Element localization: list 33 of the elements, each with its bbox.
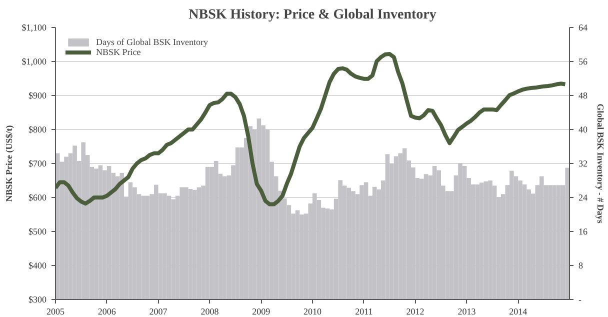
y2-axis-title: Global BSK Inventory - # Days [596, 104, 606, 224]
y-tick-label: $1,100 [22, 22, 47, 32]
x-tick-label: 2014 [509, 306, 528, 316]
y-tick-label: $500 [28, 226, 47, 236]
y2-tick-label: 48 [578, 90, 588, 100]
x-tick-label: 2011 [355, 306, 373, 316]
x-tick-label: 2005 [46, 306, 65, 316]
y2-tick-label: - [578, 294, 582, 304]
y-tick-label: $900 [28, 90, 47, 100]
x-tick-label: 2012 [406, 306, 424, 316]
x-tick-label: 2008 [200, 306, 220, 316]
y-tick-label: $700 [28, 158, 47, 168]
legend-label: Days of Global BSK Inventory [96, 37, 208, 47]
x-tick-label: 2009 [252, 306, 271, 316]
chart-title: NBSK History: Price & Global Inventory [188, 8, 436, 22]
y2-tick-label: 64 [578, 22, 588, 32]
y-axis-title: NBSK Price (US$/t) [4, 125, 14, 202]
y2-tick-label: 16 [578, 226, 588, 236]
y-tick-label: $300 [28, 294, 47, 304]
y-tick-label: $800 [28, 124, 47, 134]
x-tick-label: 2007 [149, 306, 168, 316]
x-tick-label: 2006 [98, 306, 116, 316]
y2-tick-label: 8 [578, 260, 584, 270]
y2-tick-label: 56 [578, 56, 588, 66]
y2-tick-label: 24 [578, 192, 588, 202]
y-tick-label: $400 [28, 260, 47, 270]
x-tick-label: 2013 [458, 306, 476, 316]
y2-tick-label: 40 [578, 124, 588, 134]
y-tick-label: $600 [28, 192, 47, 202]
legend-label: NBSK Price [96, 47, 141, 57]
y2-tick-label: 32 [578, 158, 588, 168]
x-tick-label: 2010 [304, 306, 322, 316]
y-tick-label: $1,000 [22, 56, 47, 66]
